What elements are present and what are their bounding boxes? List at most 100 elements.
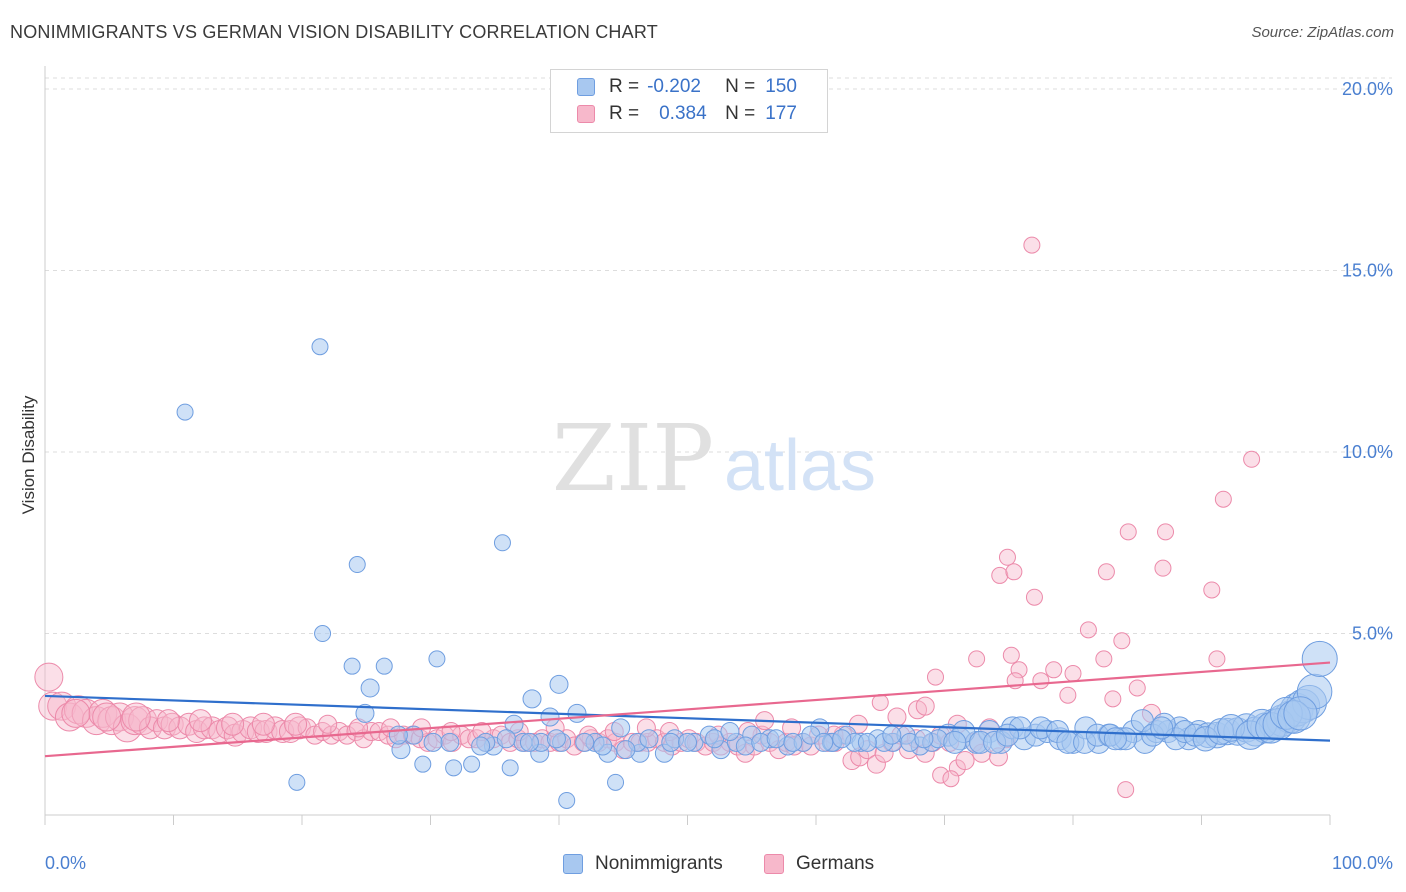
germans-trend-line — [44, 661, 1331, 758]
nonimmigrants-point — [428, 650, 446, 668]
germans-point — [1059, 686, 1077, 704]
germans-point — [61, 698, 91, 728]
nonimmigrants-point — [766, 729, 786, 749]
nonimmigrants-point — [549, 674, 569, 694]
nonimmigrants-point — [493, 534, 511, 552]
nonimmigrants-point — [1150, 716, 1174, 740]
germans-point — [1097, 563, 1115, 581]
legend-n-label: N = — [725, 76, 756, 97]
nonimmigrants-point — [440, 732, 460, 752]
x-tick-labels: 0.0% 100.0% — [45, 853, 1393, 873]
correlation-legend: R = -0.202 N = 150 R = 0.384 N = 177 — [550, 69, 828, 133]
nonimmigrants-point — [463, 755, 481, 773]
germans-point — [998, 548, 1016, 566]
nonimmigrants-point — [558, 791, 576, 809]
germans-point — [188, 709, 212, 733]
legend-row-germans: R = 0.384 N = 177 — [577, 102, 797, 126]
nonimmigrants-point — [607, 773, 625, 791]
nonimmigrants-point — [519, 732, 539, 752]
nonimmigrants-point — [575, 732, 595, 752]
watermark-zip: ZIP — [552, 405, 714, 512]
germans-point — [92, 702, 122, 732]
legend-n-label: N = — [725, 103, 756, 124]
bottom-legend-swatch-blue — [563, 854, 583, 874]
nonimmigrants-point — [735, 736, 755, 756]
germans-point — [1104, 690, 1122, 708]
germans-point — [1203, 581, 1221, 599]
germans-point — [932, 766, 950, 784]
x-tick-label: 0.0% — [45, 853, 86, 873]
germans-point — [1154, 559, 1172, 577]
germans-point — [121, 702, 151, 732]
legend-r-value: -0.202 — [647, 76, 701, 97]
germans-point — [1032, 672, 1050, 690]
germans-point — [120, 706, 150, 736]
bottom-legend-label-germans: Germans — [796, 853, 875, 874]
nonimmigrants-point — [616, 740, 636, 760]
nonimmigrants-point — [423, 732, 443, 752]
germans-point — [887, 707, 907, 727]
germans-points — [34, 236, 1261, 799]
legend-r-label: R = — [609, 103, 640, 124]
nonimmigrants-point — [882, 725, 902, 745]
y-axis-label: Vision Disability — [19, 395, 38, 514]
germans-point — [1117, 781, 1135, 799]
nonimmigrants-point — [414, 755, 432, 773]
nonimmigrants-point — [540, 707, 560, 727]
x-tick-label: 100.0% — [1332, 853, 1393, 873]
germans-point — [1243, 450, 1261, 468]
germans-point — [1005, 563, 1023, 581]
nonimmigrants-point — [375, 657, 393, 675]
germans-point — [1128, 679, 1146, 697]
nonimmigrants-point — [176, 403, 194, 421]
y-tick-label: 15.0% — [1342, 261, 1393, 281]
nonimmigrants-point — [314, 625, 332, 643]
germans-point — [942, 770, 960, 788]
germans-point — [1002, 646, 1020, 664]
nonimmigrants-point — [311, 338, 329, 356]
chart-title: NONIMMIGRANTS VS GERMAN VISION DISABILIT… — [10, 22, 658, 42]
nonimmigrants-point — [348, 556, 366, 574]
nonimmigrants-point — [355, 703, 375, 723]
nonimmigrants-point — [995, 723, 1019, 747]
legend-r-label: R = — [609, 76, 640, 97]
nonimmigrants-point — [783, 732, 803, 752]
germans-point — [968, 650, 986, 668]
germans-point — [346, 722, 366, 742]
bottom-legend-nonimmigrants: Nonimmigrants — [563, 852, 723, 876]
germans-point — [221, 712, 245, 736]
nonimmigrants-point — [832, 729, 852, 749]
legend-n-value: 177 — [765, 103, 797, 124]
germans-point — [1157, 523, 1175, 541]
bottom-legend-germans: Germans — [764, 852, 874, 876]
germans-point — [251, 712, 275, 736]
germans-point — [955, 751, 975, 771]
y-tick-label: 10.0% — [1342, 442, 1393, 462]
nonimmigrants-point — [751, 732, 771, 752]
germans-point — [1079, 621, 1097, 639]
nonimmigrants-point — [1283, 696, 1318, 731]
nonimmigrants-point — [678, 732, 697, 752]
germans-point — [284, 712, 308, 736]
germans-point — [1214, 490, 1232, 508]
nonimmigrants-point — [1103, 727, 1127, 751]
y-tick-label: 5.0% — [1352, 624, 1393, 644]
germans-point — [287, 716, 311, 740]
nonimmigrants-point — [661, 732, 681, 752]
germans-point — [915, 696, 935, 716]
nonimmigrants-point — [471, 736, 491, 756]
germans-point — [927, 668, 945, 686]
germans-point — [192, 716, 216, 740]
nonimmigrants-point — [546, 729, 566, 749]
germans-point — [1095, 650, 1113, 668]
nonimmigrants-point — [914, 729, 934, 749]
legend-row-nonimmigrants: R = -0.202 N = 150 — [577, 75, 797, 99]
nonimmigrants-point — [704, 729, 724, 749]
nonimmigrants-points — [176, 338, 1338, 809]
germans-point — [1119, 523, 1137, 541]
germans-point — [156, 709, 180, 733]
nonimmigrants-point — [593, 736, 613, 756]
legend-swatch-blue — [577, 78, 595, 96]
nonimmigrants-point — [611, 718, 631, 738]
